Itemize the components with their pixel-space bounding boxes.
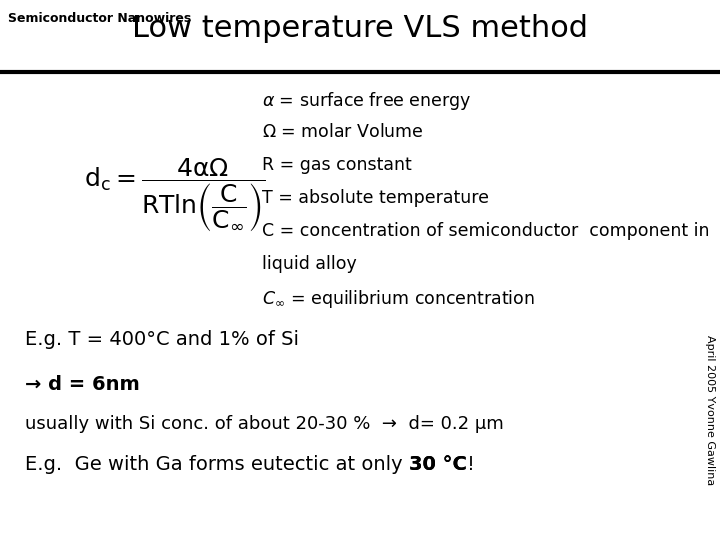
Text: usually with Si conc. of about 20-30 %  →  d= 0.2 μm: usually with Si conc. of about 20-30 % →…	[25, 415, 504, 433]
Text: !: !	[467, 455, 474, 474]
Text: E.g. T = 400°C and 1% of Si: E.g. T = 400°C and 1% of Si	[25, 330, 299, 349]
Text: liquid alloy: liquid alloy	[262, 255, 356, 273]
Text: $C_{\infty}$ = equilibrium concentration: $C_{\infty}$ = equilibrium concentration	[262, 288, 535, 310]
Text: → d = 6nm: → d = 6nm	[25, 375, 140, 394]
Text: $\alpha$ = surface free energy: $\alpha$ = surface free energy	[262, 90, 472, 112]
Text: 30 °C: 30 °C	[409, 455, 467, 474]
Text: $\Omega$ = molar Volume: $\Omega$ = molar Volume	[262, 123, 424, 141]
Text: T = absolute temperature: T = absolute temperature	[262, 189, 489, 207]
Text: April 2005 Yvonne Gawlina: April 2005 Yvonne Gawlina	[705, 335, 715, 485]
Text: Semiconductor Nanowires: Semiconductor Nanowires	[8, 12, 192, 25]
Text: Low temperature VLS method: Low temperature VLS method	[132, 14, 588, 43]
Text: E.g.  Ge with Ga forms eutectic at only: E.g. Ge with Ga forms eutectic at only	[25, 455, 409, 474]
Text: R = gas constant: R = gas constant	[262, 156, 412, 174]
Text: C = concentration of semiconductor  component in: C = concentration of semiconductor compo…	[262, 222, 709, 240]
Text: 30 °C: 30 °C	[409, 455, 467, 474]
Text: $\mathsf{d_c = \dfrac{4\alpha\Omega}{RT\ln\!\left(\dfrac{C}{C_{\infty}}\right)}}: $\mathsf{d_c = \dfrac{4\alpha\Omega}{RT\…	[84, 157, 266, 234]
